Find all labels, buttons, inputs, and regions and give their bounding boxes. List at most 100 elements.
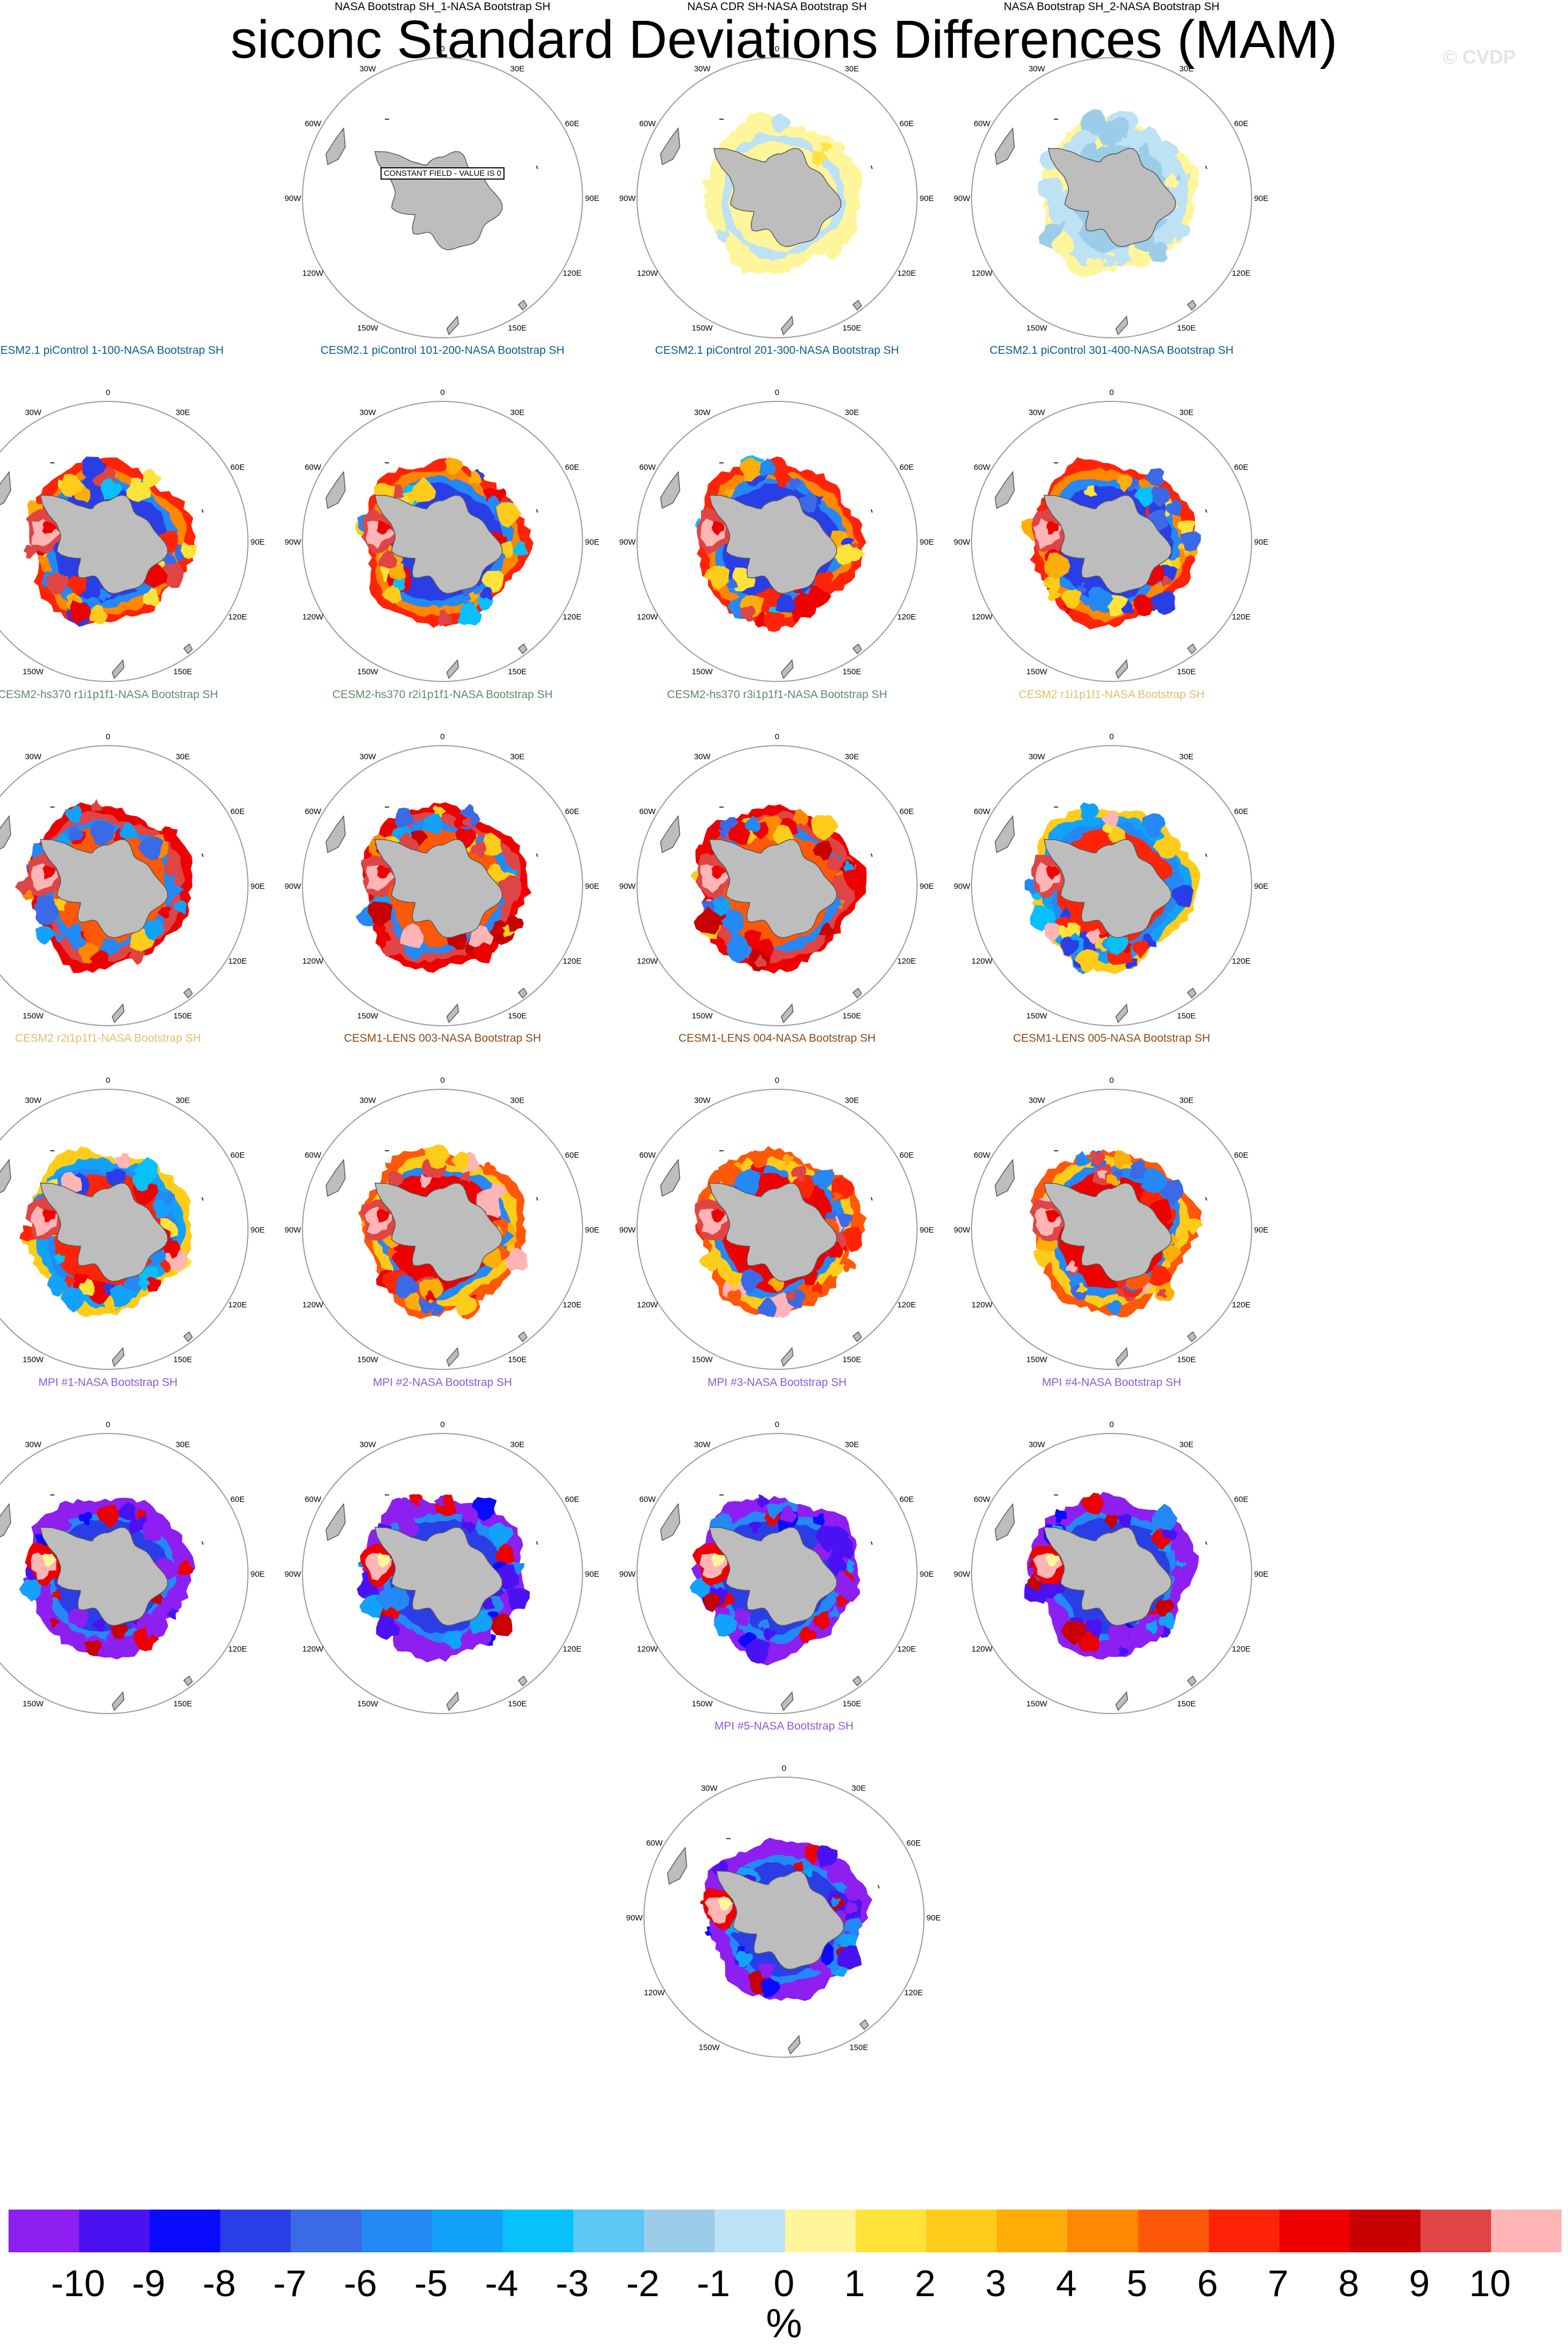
polar-stereographic-map: 030E60E90E120E150E180150W120W90W60W30W — [285, 388, 600, 682]
colorbar-swatch — [1349, 2210, 1420, 2252]
lon-label: 90E — [585, 538, 600, 547]
panel-title: NASA Bootstrap SH_2-NASA Bootstrap SH — [1004, 1, 1220, 13]
lon-label: 90W — [619, 538, 636, 547]
colorbar-swatch — [785, 2210, 856, 2252]
colorbar-tick-label: -4 — [485, 2262, 518, 2304]
lon-label: 0 — [440, 44, 445, 53]
antarctica-land — [995, 119, 1207, 336]
lon-label: 120E — [897, 1300, 916, 1309]
colorbar-swatch — [361, 2210, 432, 2252]
lon-label: 30E — [852, 1784, 866, 1793]
lon-label: 30W — [1029, 1096, 1046, 1105]
lon-label: 120W — [637, 1300, 658, 1309]
lon-label: 30E — [176, 1440, 190, 1450]
longitude-labels: 030E60E90E120E150E180150W120W90W60W30W — [619, 1076, 934, 1365]
lon-label: 0 — [106, 388, 110, 397]
cvdp-watermark: © CVDP — [1443, 46, 1516, 68]
lon-label: 30W — [25, 1440, 42, 1450]
lon-label: 60E — [230, 807, 245, 816]
colorbar-tick-label: 1 — [844, 2262, 865, 2304]
colorbar-swatch — [291, 2210, 362, 2252]
map-panel-obs2: NASA CDR SH-NASA Bootstrap SH 0 30E 60E 90E 1… — [609, 0, 945, 342]
lon-label: 60E — [230, 1151, 245, 1160]
lon-label: 60W — [974, 119, 991, 128]
colorbar-swatch — [1491, 2210, 1562, 2252]
lon-label: 150W — [22, 1012, 44, 1021]
lon-label: 90W — [619, 1570, 636, 1579]
antarctica-land — [660, 119, 873, 336]
lon-label: 90E — [251, 882, 265, 891]
lon-label: 150E — [842, 1355, 861, 1365]
map-panel-cesm21b: CESM2.1 piControl 101-200-NASA Bootstrap… — [274, 344, 611, 686]
lon-label: 0 — [782, 1764, 786, 1773]
colorbar-tick-label: 8 — [1338, 2262, 1360, 2304]
map-panel-obs3: NASA Bootstrap SH_2-NASA Bootstrap SH 0 30… — [943, 0, 1280, 342]
lon-label: 120W — [637, 1645, 658, 1654]
polar-stereographic-map: 030E60E90E120E150E180150W120W90W60W30W — [954, 388, 1268, 682]
colorbar-tick-label: -5 — [414, 2262, 448, 2304]
colorbar-swatch — [1420, 2210, 1491, 2252]
lon-label: 120W — [302, 269, 324, 278]
lon-label: 60W — [974, 1151, 991, 1160]
lon-label: 30W — [1029, 65, 1046, 74]
colorbar-tick-label: 7 — [1268, 2262, 1289, 2304]
map-panel-hs370a: CESM2-hs370 r1i1p1f1-NASA Bootstrap SH 0 3… — [0, 688, 276, 1030]
colorbar-swatch — [1279, 2210, 1350, 2252]
lon-label: 150W — [357, 668, 378, 677]
lon-label: 120E — [897, 957, 916, 966]
lon-label: 30W — [694, 1096, 711, 1105]
colorbar-swatch — [9, 2210, 80, 2252]
map-panel-obs1: NASA Bootstrap SH_1-NASA Bootstrap SH 0 30… — [274, 0, 611, 342]
colorbar-swatch — [856, 2210, 927, 2252]
lon-label: 30W — [1029, 408, 1046, 417]
lon-label: 30E — [510, 1440, 525, 1450]
lon-label: 150E — [842, 324, 861, 333]
lon-label: 150W — [22, 1355, 44, 1365]
antarctica-land — [0, 1494, 204, 1711]
lon-label: 0 — [775, 1420, 779, 1429]
lon-label: 90W — [619, 882, 636, 891]
lon-label: 60W — [305, 807, 322, 816]
polar-stereographic-map: 030E60E90E120E150E180150W120W90W60W30W — [619, 1076, 934, 1370]
lon-label: 150E — [1177, 1012, 1196, 1021]
lon-label: 90E — [251, 538, 265, 547]
lon-label: 120E — [1232, 1645, 1251, 1654]
lon-label: 150W — [357, 1700, 378, 1709]
antarctica-land — [667, 1838, 880, 2055]
antarctica-land — [0, 1150, 204, 1367]
lon-label: 30W — [360, 408, 377, 417]
lon-label: 90W — [954, 882, 971, 891]
lon-label: 90E — [585, 194, 600, 203]
lon-label: 120E — [1232, 1300, 1251, 1309]
longitude-labels: 030E60E90E120E150E180150W120W90W60W30W — [22, 388, 265, 677]
colorbar-swatch — [1138, 2210, 1209, 2252]
lon-label: 60W — [639, 807, 656, 816]
lon-label: 60W — [974, 1495, 991, 1504]
lon-label: 60E — [899, 807, 914, 816]
lon-label: 60W — [305, 463, 322, 472]
antarctica-land — [660, 1150, 873, 1367]
longitude-labels: 030E60E90E120E150E180150W120W90W60W30W — [619, 1420, 934, 1709]
panel-title: CESM2 r2i1p1f1-NASA Bootstrap SH — [15, 1032, 201, 1044]
lon-label: 30E — [176, 753, 190, 762]
polar-stereographic-map: 030E60E90E120E150E180150W120W90W60W30W — [619, 732, 934, 1026]
colorbar-swatch — [220, 2210, 291, 2252]
antarctica-land — [660, 807, 873, 1024]
lon-label: 150E — [508, 324, 526, 333]
lon-label: 90E — [920, 1226, 934, 1235]
panel-title: CESM2-hs370 r1i1p1f1-NASA Bootstrap SH — [0, 688, 219, 701]
lon-label: 60E — [1234, 1495, 1248, 1504]
lon-label: 0 — [440, 1420, 445, 1429]
lon-label: 150W — [692, 1012, 713, 1021]
lon-label: 150E — [173, 1355, 192, 1365]
lon-label: 150W — [22, 1700, 44, 1709]
antarctica-land — [995, 1494, 1207, 1711]
lon-label: 120E — [1232, 957, 1251, 966]
lon-label: 90W — [626, 1913, 643, 1923]
lon-label: 120W — [637, 269, 658, 278]
colorbar-units-label: % — [766, 2301, 802, 2346]
polar-stereographic-map: 030E60E90E120E150E180150W120W90W60W30W — [0, 388, 265, 682]
lon-label: 30E — [1179, 753, 1194, 762]
lon-label: 30E — [510, 1096, 525, 1105]
colorbar-swatch — [573, 2210, 644, 2252]
